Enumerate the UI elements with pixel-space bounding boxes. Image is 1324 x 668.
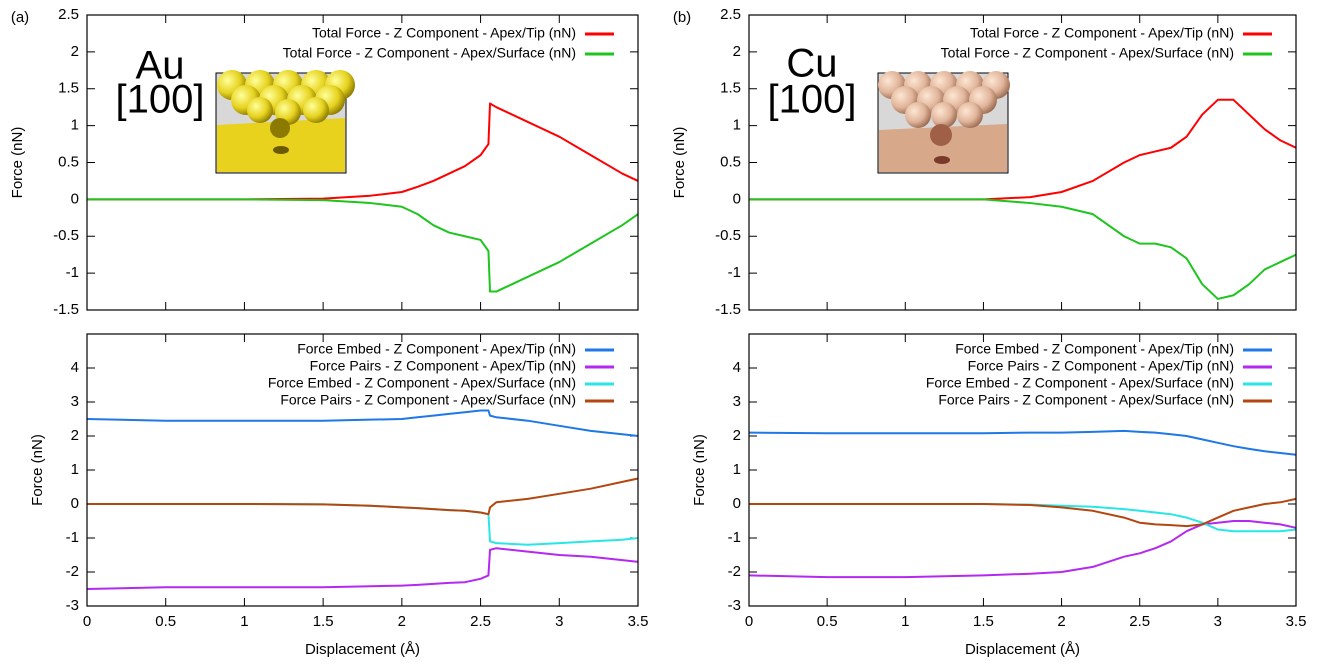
x-tick-label: 2 xyxy=(1057,613,1065,630)
y-tick-label: 1 xyxy=(71,117,79,134)
y-tick-label: -1 xyxy=(66,529,79,546)
legend-label: Force Pairs - Z Component - Apex/Surface… xyxy=(280,392,576,408)
x-tick-label: 1 xyxy=(901,613,909,630)
legend-label: Force Embed - Z Component - Apex/Tip (nN… xyxy=(297,341,576,357)
y-tick-label: -1 xyxy=(66,264,79,281)
y-tick-label: 4 xyxy=(733,359,741,376)
y-tick-label: 3 xyxy=(733,393,741,410)
x-tick-label: 0 xyxy=(83,613,91,630)
x-tick-label: 2 xyxy=(398,613,406,630)
plot-frame xyxy=(748,333,1297,607)
y-tick-label: 1 xyxy=(733,117,741,134)
y-tick-label: 0.5 xyxy=(720,153,741,170)
y-tick-label: 2.5 xyxy=(58,6,79,23)
y-tick-label: -1.5 xyxy=(53,301,79,318)
x-tick-label: 0.5 xyxy=(155,613,176,630)
x-axis-label: Displacement (Å) xyxy=(965,641,1080,658)
y-tick-label: 2 xyxy=(733,427,741,444)
legend-label: Force Pairs - Z Component - Apex/Tip (nN… xyxy=(968,358,1234,374)
y-tick-label: 2.5 xyxy=(720,6,741,23)
y-tick-label: -1 xyxy=(728,264,741,281)
annotation: Au xyxy=(136,44,185,88)
x-tick-label: 1.5 xyxy=(973,613,994,630)
series-line xyxy=(87,477,639,516)
y-tick-label: 0 xyxy=(733,190,741,207)
series-line xyxy=(86,547,639,590)
x-tick-label: 3 xyxy=(555,613,563,630)
plot-frame xyxy=(748,14,1297,311)
y-axis-label: Force (nN) xyxy=(691,434,708,506)
legend-label: Force Pairs - Z Component - Apex/Tip (nN… xyxy=(310,358,576,374)
y-tick-label: -0.5 xyxy=(715,227,741,244)
y-tick-label: 2 xyxy=(71,427,79,444)
y-axis-label: Force (nN) xyxy=(671,127,688,199)
x-tick-label: 0.5 xyxy=(817,613,838,630)
y-tick-label: 0 xyxy=(71,190,79,207)
x-tick-label: 3 xyxy=(1214,613,1222,630)
annotation: [100] xyxy=(768,78,857,122)
legend-label: Total Force - Z Component - Apex/Tip (nN… xyxy=(970,25,1234,41)
plot-frame xyxy=(86,333,639,607)
x-axis-label: Displacement (Å) xyxy=(305,641,420,658)
x-tick-label: 3.5 xyxy=(1286,613,1307,630)
inset-au xyxy=(215,70,355,174)
y-tick-label: 4 xyxy=(71,359,79,376)
plot-frame xyxy=(86,14,639,311)
legend-label: Force Embed - Z Component - Apex/Surface… xyxy=(926,375,1234,391)
y-tick-label: 0 xyxy=(71,495,79,512)
x-tick-label: 1.5 xyxy=(313,613,334,630)
y-tick-label: -3 xyxy=(728,597,741,614)
y-tick-label: -3 xyxy=(66,597,79,614)
annotation: Cu xyxy=(786,42,837,86)
legend-label: Force Embed - Z Component - Apex/Tip (nN… xyxy=(955,341,1234,357)
legend-label: Total Force - Z Component - Apex/Surface… xyxy=(283,45,576,61)
legend-label: Force Pairs - Z Component - Apex/Surface… xyxy=(938,392,1234,408)
y-axis-label: Force (nN) xyxy=(29,434,46,506)
legend-label: Total Force - Z Component - Apex/Surface… xyxy=(941,45,1234,61)
x-tick-label: 3.5 xyxy=(628,613,649,630)
panel-label: (a) xyxy=(11,9,29,26)
legend-label: Force Embed - Z Component - Apex/Surface… xyxy=(268,375,576,391)
y-tick-label: -1 xyxy=(728,529,741,546)
series-line xyxy=(748,520,1297,579)
y-tick-label: 2 xyxy=(71,43,79,60)
y-tick-label: 1.5 xyxy=(58,80,79,97)
series-line xyxy=(749,497,1297,528)
series-line xyxy=(86,409,639,437)
y-tick-label: 3 xyxy=(71,393,79,410)
y-tick-label: -2 xyxy=(728,563,741,580)
x-tick-label: 1 xyxy=(240,613,248,630)
x-tick-label: 2.5 xyxy=(1129,613,1150,630)
y-tick-label: 1.5 xyxy=(720,80,741,97)
y-tick-label: -0.5 xyxy=(53,227,79,244)
legend-label: Total Force - Z Component - Apex/Tip (nN… xyxy=(312,25,576,41)
series-line xyxy=(87,102,639,201)
y-tick-label: 0.5 xyxy=(58,153,79,170)
series-line xyxy=(87,198,639,293)
series-line xyxy=(748,429,1297,456)
y-tick-label: 1 xyxy=(71,461,79,478)
y-tick-label: -2 xyxy=(66,563,79,580)
panel-label: (b) xyxy=(673,9,691,26)
y-tick-label: -1.5 xyxy=(715,301,741,318)
y-tick-label: 2 xyxy=(733,43,741,60)
y-tick-label: 0 xyxy=(733,495,741,512)
inset-cu xyxy=(877,71,1010,174)
x-tick-label: 2.5 xyxy=(470,613,491,630)
annotation: [100] xyxy=(116,78,205,122)
x-tick-label: 0 xyxy=(745,613,753,630)
y-tick-label: 1 xyxy=(733,461,741,478)
y-axis-label: Force (nN) xyxy=(9,127,26,199)
series-line xyxy=(749,198,1297,300)
series-line xyxy=(87,503,639,546)
series-line xyxy=(749,503,1297,533)
